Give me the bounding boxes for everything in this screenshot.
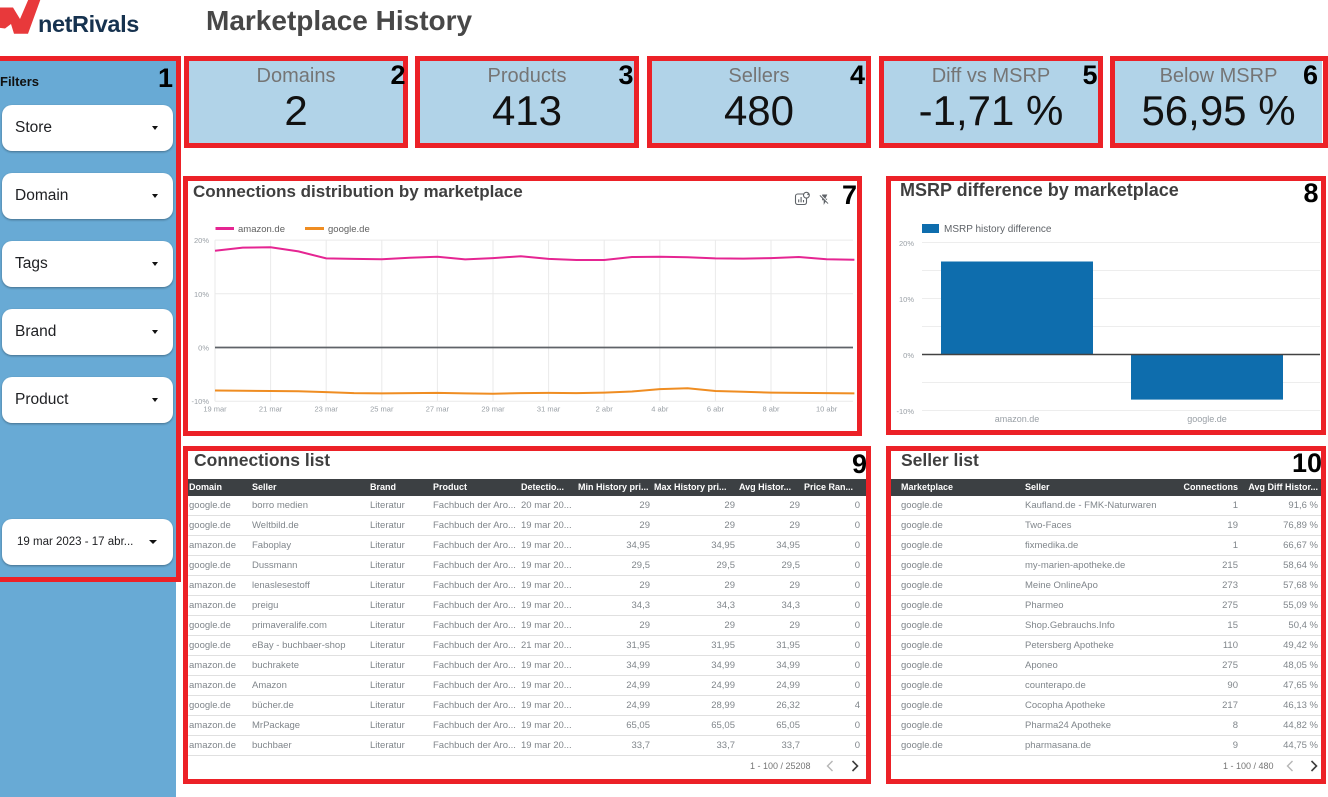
svg-text:-10%: -10% [896,407,914,416]
svg-text:29 mar: 29 mar [481,405,505,414]
svg-text:MSRP history difference: MSRP history difference [944,224,1052,235]
svg-text:21 mar: 21 mar [259,405,283,414]
svg-text:20%: 20% [194,236,209,245]
svg-text:8 abr: 8 abr [762,405,780,414]
svg-text:10%: 10% [194,290,209,299]
svg-text:google.de: google.de [328,224,370,235]
svg-text:10 abr: 10 abr [816,405,838,414]
svg-text:10%: 10% [899,295,914,304]
svg-text:23 mar: 23 mar [315,405,339,414]
svg-text:amazon.de: amazon.de [995,414,1040,424]
svg-text:google.de: google.de [1187,414,1227,424]
svg-text:-10%: -10% [191,397,209,406]
svg-text:31 mar: 31 mar [537,405,561,414]
svg-text:6 abr: 6 abr [707,405,725,414]
svg-text:27 mar: 27 mar [426,405,450,414]
svg-text:2 abr: 2 abr [596,405,614,414]
svg-text:25 mar: 25 mar [370,405,394,414]
svg-text:0%: 0% [903,351,914,360]
svg-text:19 mar: 19 mar [203,405,227,414]
svg-text:20%: 20% [899,239,914,248]
svg-text:4 abr: 4 abr [651,405,669,414]
svg-text:0%: 0% [198,343,209,352]
svg-text:amazon.de: amazon.de [238,224,285,235]
